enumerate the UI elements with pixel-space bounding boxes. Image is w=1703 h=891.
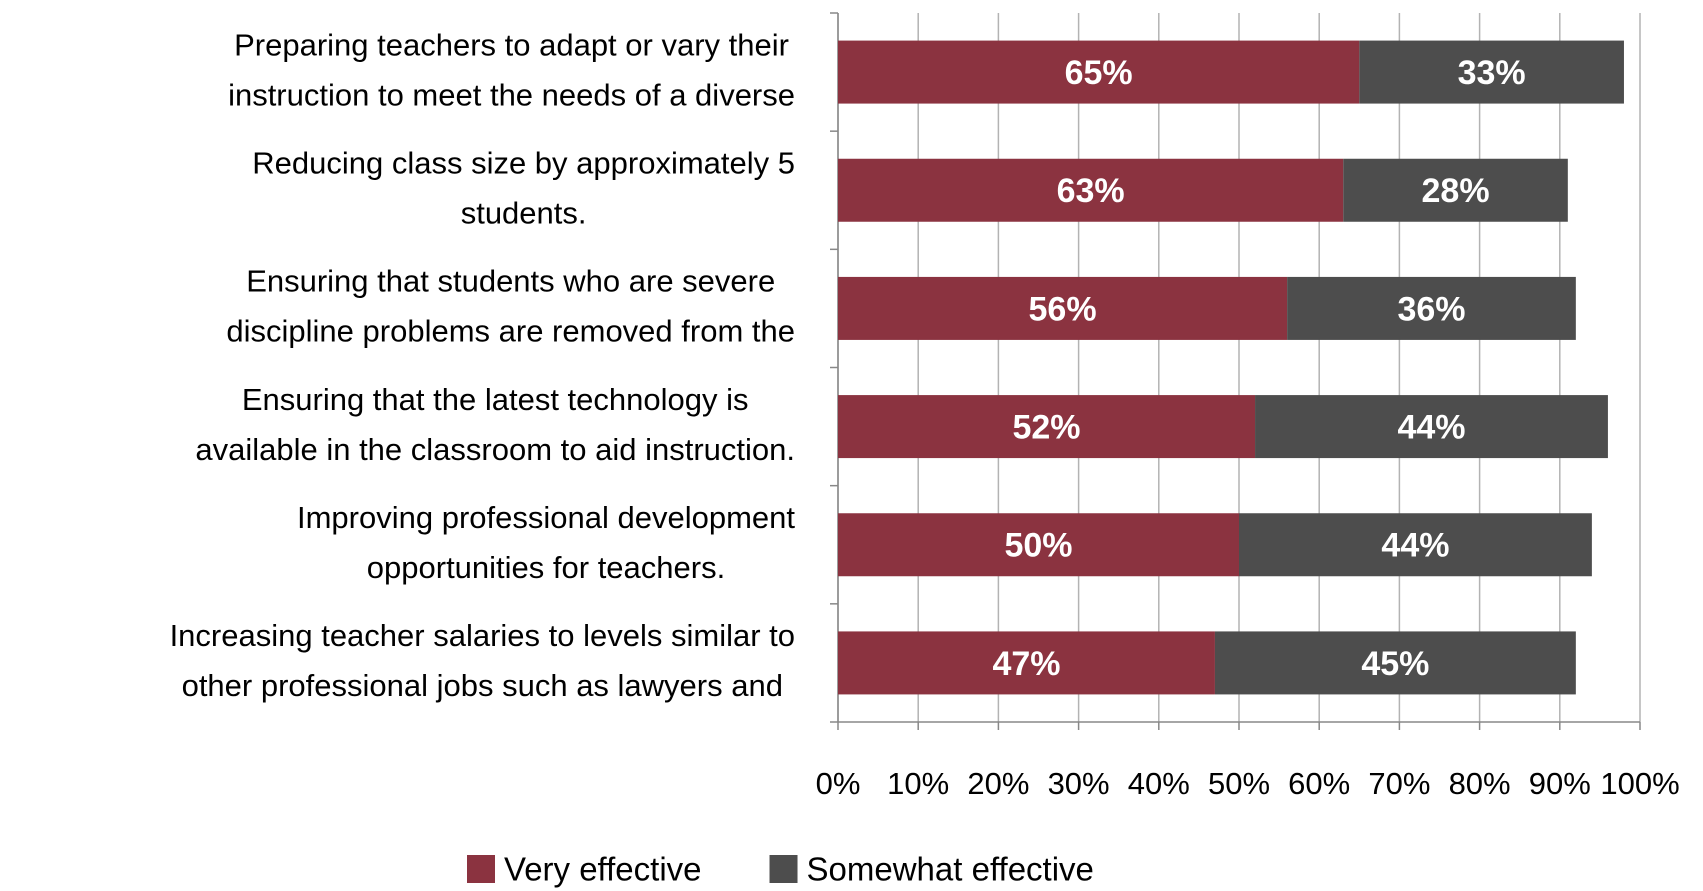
category-label: available in the classroom to aid instru… bbox=[195, 432, 795, 467]
x-tick-label: 70% bbox=[1368, 766, 1430, 801]
x-tick-label: 40% bbox=[1128, 766, 1190, 801]
x-tick-label: 60% bbox=[1288, 766, 1350, 801]
bar bbox=[838, 513, 1239, 577]
x-tick-label: 20% bbox=[967, 766, 1029, 801]
category-label: opportunities for teachers. bbox=[367, 550, 725, 585]
category-label: other professional jobs such as lawyers … bbox=[182, 668, 783, 703]
bar bbox=[1287, 276, 1576, 340]
bar bbox=[838, 631, 1215, 695]
value-label: 52% bbox=[1012, 409, 1080, 447]
bar bbox=[838, 276, 1288, 340]
category-label: discipline problems are removed from the bbox=[226, 314, 795, 349]
value-label: 33% bbox=[1458, 54, 1526, 92]
value-label: 36% bbox=[1397, 290, 1465, 328]
legend-swatch bbox=[467, 855, 495, 883]
x-tick-label: 10% bbox=[887, 766, 949, 801]
bar bbox=[1359, 40, 1624, 104]
bar bbox=[1343, 158, 1568, 222]
x-tick-label: 50% bbox=[1208, 766, 1270, 801]
value-label: 44% bbox=[1397, 409, 1465, 447]
x-tick-label: 90% bbox=[1529, 766, 1591, 801]
value-label: 56% bbox=[1029, 290, 1097, 328]
bar bbox=[1214, 631, 1576, 695]
category-label: students. bbox=[461, 195, 587, 230]
x-tick-label: 80% bbox=[1449, 766, 1511, 801]
value-label: 45% bbox=[1361, 645, 1429, 683]
bar bbox=[838, 395, 1256, 459]
legend-label: Somewhat effective bbox=[807, 851, 1094, 888]
x-tick-label: 30% bbox=[1048, 766, 1110, 801]
category-label: instruction to meet the needs of a diver… bbox=[228, 77, 795, 112]
bar bbox=[1255, 395, 1608, 459]
value-label: 47% bbox=[992, 645, 1060, 683]
category-label: Improving professional development bbox=[297, 500, 795, 535]
value-label: 28% bbox=[1422, 172, 1490, 210]
x-tick-label: 0% bbox=[816, 766, 861, 801]
category-label: Preparing teachers to adapt or vary thei… bbox=[234, 27, 789, 62]
legend-swatch bbox=[769, 855, 798, 883]
bar bbox=[838, 158, 1344, 222]
category-label: Ensuring that students who are severe bbox=[246, 264, 775, 299]
value-label: 63% bbox=[1057, 172, 1125, 210]
value-label: 50% bbox=[1004, 527, 1072, 565]
value-label: 65% bbox=[1065, 54, 1133, 92]
bar bbox=[1239, 513, 1592, 577]
x-tick-label: 100% bbox=[1600, 766, 1679, 801]
bar bbox=[838, 40, 1360, 104]
category-label: Reducing class size by approximately 5 bbox=[252, 145, 795, 180]
category-label: Increasing teacher salaries to levels si… bbox=[170, 618, 795, 653]
category-label: Ensuring that the latest technology is bbox=[242, 382, 749, 417]
legend-label: Very effective bbox=[504, 851, 702, 888]
value-label: 44% bbox=[1381, 527, 1449, 565]
